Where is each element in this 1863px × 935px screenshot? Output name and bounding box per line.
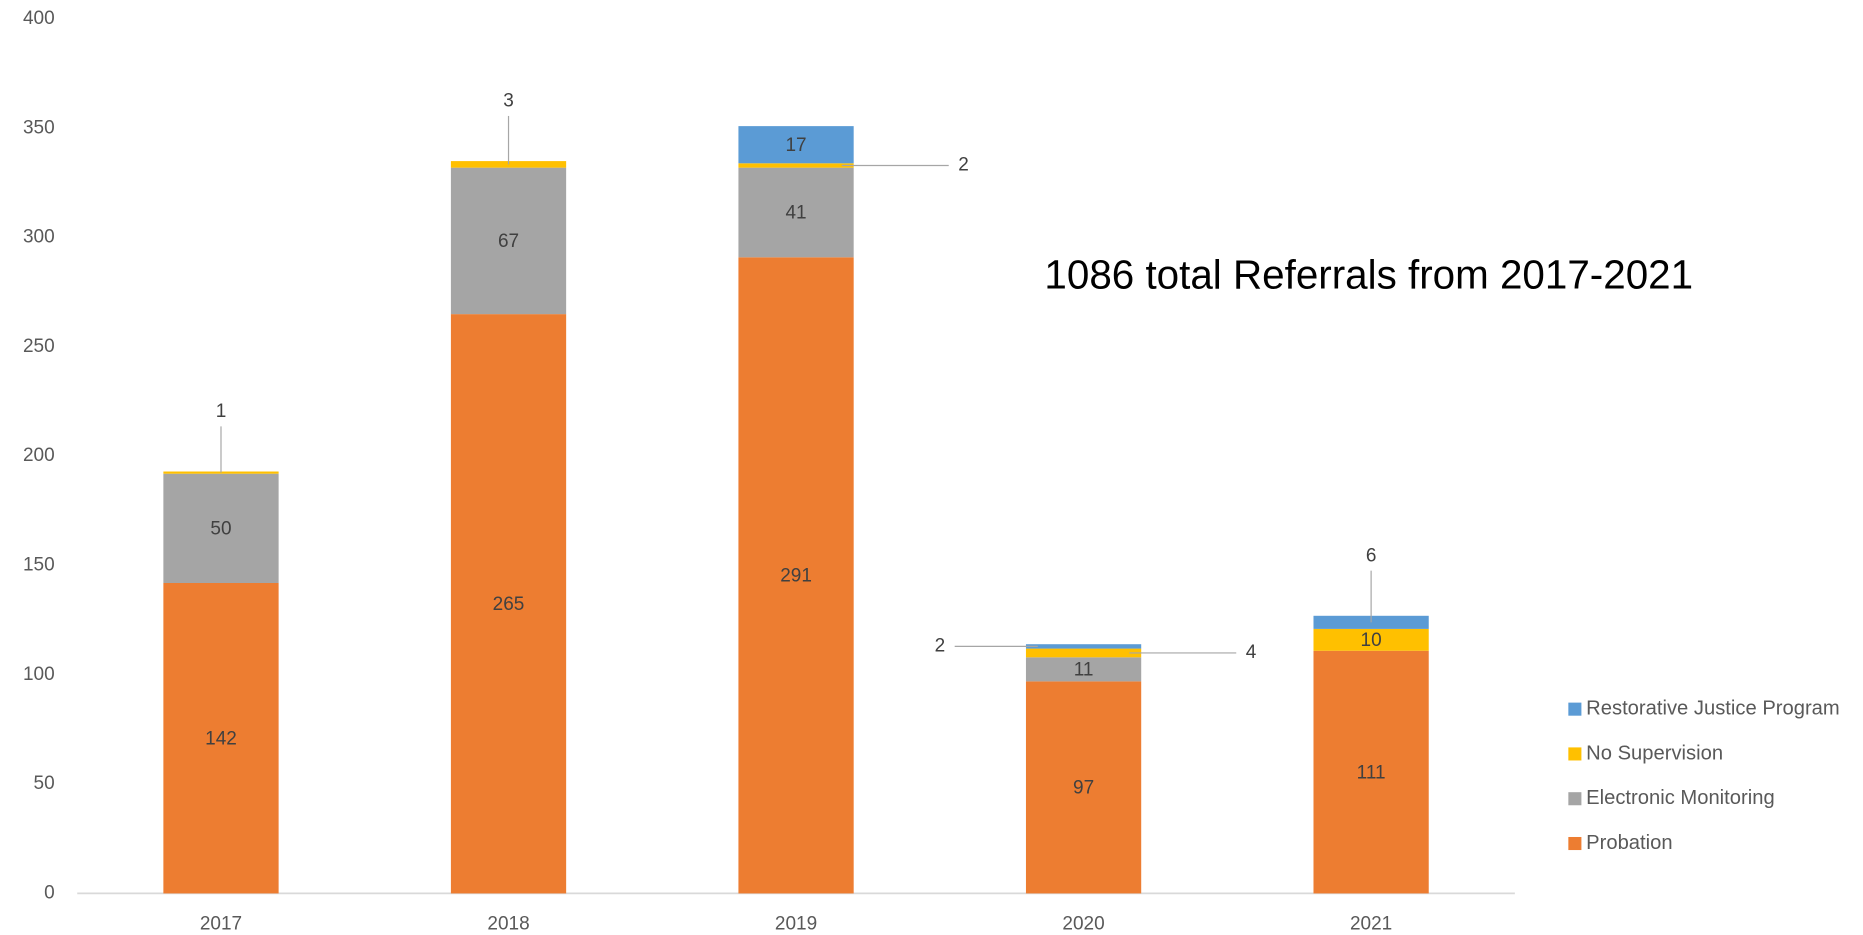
annotation: 1086 total Referrals from 2017-2021 — [1044, 252, 1693, 298]
bar-segment — [1025, 644, 1142, 649]
data-label: 11 — [1074, 660, 1094, 681]
bar-segment — [738, 126, 854, 164]
bar-segment — [738, 257, 854, 894]
y-tick-label: 300 — [23, 227, 55, 248]
x-tick-label: 2020 — [1062, 913, 1104, 934]
legend-label: No Supervision — [1586, 742, 1723, 764]
x-tick-label: 2018 — [487, 913, 529, 934]
bar-segment — [738, 163, 854, 168]
y-tick-label: 150 — [23, 555, 55, 576]
data-label: 10 — [1361, 630, 1382, 651]
y-tick-label: 350 — [23, 117, 55, 138]
data-label: 265 — [493, 594, 525, 615]
data-label: 97 — [1073, 778, 1094, 799]
data-label: 6 — [1366, 545, 1377, 566]
legend-swatch — [1568, 792, 1582, 806]
legend-swatch — [1568, 836, 1582, 851]
bar-segment — [1025, 681, 1142, 894]
legend-label: Probation — [1586, 832, 1672, 854]
y-tick-label: 250 — [23, 336, 55, 357]
x-tick-label: 2017 — [200, 913, 242, 934]
y-tick-label: 0 — [44, 882, 55, 903]
y-tick-label: 50 — [34, 773, 55, 794]
x-tick-label: 2019 — [775, 913, 817, 934]
data-label: 50 — [210, 519, 231, 540]
x-tick-label: 2021 — [1350, 913, 1392, 934]
y-tick-label: 400 — [23, 8, 55, 29]
legend-label: Restorative Justice Program — [1586, 697, 1840, 719]
data-label: 142 — [205, 728, 237, 749]
data-label: 67 — [498, 231, 519, 252]
legend-swatch — [1568, 702, 1582, 716]
data-label: 2 — [935, 635, 946, 656]
y-tick-label: 200 — [23, 445, 55, 466]
bar-segment — [163, 583, 279, 894]
bar-segment — [450, 167, 567, 315]
data-label: 111 — [1357, 762, 1386, 783]
y-tick-label: 100 — [23, 664, 55, 685]
bar-segment — [1025, 657, 1142, 682]
legend-swatch — [1568, 747, 1582, 761]
data-label: 41 — [785, 203, 806, 224]
bar-segment — [1313, 650, 1429, 894]
data-label: 17 — [785, 135, 806, 156]
data-label: 3 — [503, 91, 514, 112]
bar-segment — [450, 314, 567, 894]
bar-segment — [163, 473, 279, 584]
legend-label: Electronic Monitoring — [1586, 787, 1775, 809]
bar-segment — [1025, 648, 1142, 658]
data-label: 2 — [958, 154, 969, 175]
data-label: 291 — [780, 566, 812, 587]
data-label: 4 — [1246, 642, 1257, 663]
data-label: 1 — [216, 401, 227, 422]
bar-segment — [1313, 628, 1429, 651]
bar-segment — [738, 167, 854, 258]
